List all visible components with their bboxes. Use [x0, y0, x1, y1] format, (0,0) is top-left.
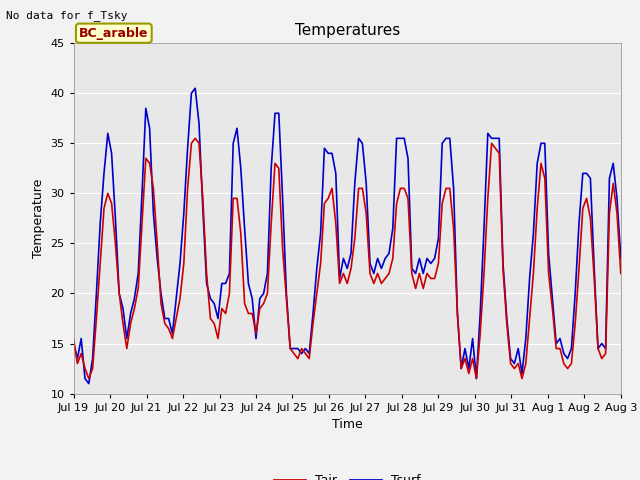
Text: No data for f_Tsky: No data for f_Tsky	[6, 10, 128, 21]
Tsurf	[74, 356, 81, 361]
Line: Tsurf: Tsurf	[74, 88, 621, 384]
Tsurf	[507, 356, 515, 361]
Tair	[85, 376, 93, 382]
Text: BC_arable: BC_arable	[79, 27, 148, 40]
Tair	[100, 205, 108, 211]
Tair	[393, 201, 401, 206]
Tair	[617, 271, 625, 276]
Y-axis label: Temperature: Temperature	[32, 179, 45, 258]
Tair	[191, 135, 199, 141]
Tsurf	[617, 255, 625, 261]
Tsurf	[70, 341, 77, 347]
Tair	[586, 216, 594, 221]
Tsurf	[191, 85, 199, 91]
Tsurf	[492, 135, 499, 141]
Title: Temperatures: Temperatures	[294, 23, 400, 38]
Tsurf	[393, 135, 401, 141]
Tsurf	[586, 176, 594, 181]
X-axis label: Time: Time	[332, 418, 363, 431]
Line: Tair: Tair	[74, 138, 621, 379]
Tair	[507, 360, 515, 366]
Tair	[70, 336, 77, 341]
Tsurf	[100, 170, 108, 176]
Tair	[492, 145, 499, 151]
Tsurf	[85, 381, 93, 386]
Legend: Tair, Tsurf: Tair, Tsurf	[269, 469, 426, 480]
Tair	[74, 360, 81, 366]
